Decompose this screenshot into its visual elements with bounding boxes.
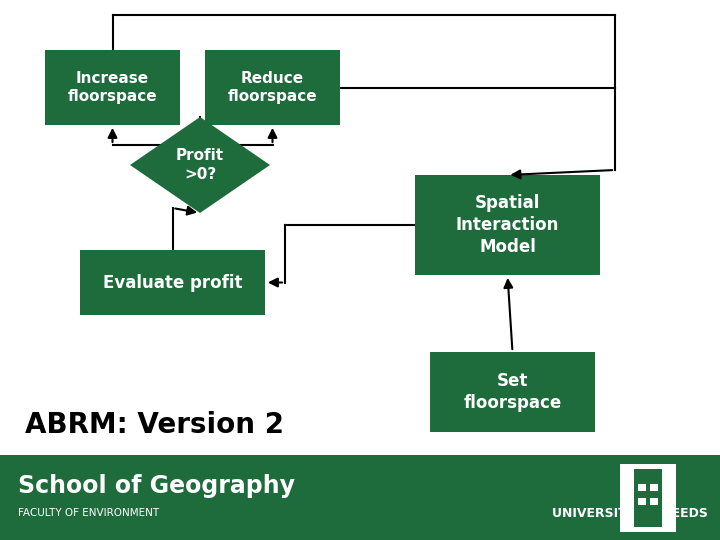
Polygon shape xyxy=(130,117,270,213)
Bar xyxy=(430,352,595,432)
Bar xyxy=(638,498,646,505)
Bar xyxy=(415,175,600,275)
Bar xyxy=(620,464,676,532)
Bar xyxy=(650,498,658,505)
Bar xyxy=(634,469,662,526)
Text: ABRM: Version 2: ABRM: Version 2 xyxy=(25,411,284,439)
Text: FACULTY OF ENVIRONMENT: FACULTY OF ENVIRONMENT xyxy=(18,509,159,518)
Bar xyxy=(80,250,265,315)
Text: Reduce
floorspace: Reduce floorspace xyxy=(228,71,318,104)
Bar xyxy=(205,50,340,125)
Text: UNIVERSITY OF LEEDS: UNIVERSITY OF LEEDS xyxy=(552,507,708,520)
Bar xyxy=(0,455,720,540)
Text: Set
floorspace: Set floorspace xyxy=(464,372,562,412)
Text: Spatial
Interaction
Model: Spatial Interaction Model xyxy=(456,194,559,256)
Bar xyxy=(638,484,646,490)
Text: School of Geography: School of Geography xyxy=(18,474,295,497)
Text: Increase
floorspace: Increase floorspace xyxy=(68,71,157,104)
Text: Profit
>0?: Profit >0? xyxy=(176,148,224,182)
Text: Evaluate profit: Evaluate profit xyxy=(103,273,242,292)
Bar xyxy=(650,484,658,490)
Bar xyxy=(45,50,180,125)
